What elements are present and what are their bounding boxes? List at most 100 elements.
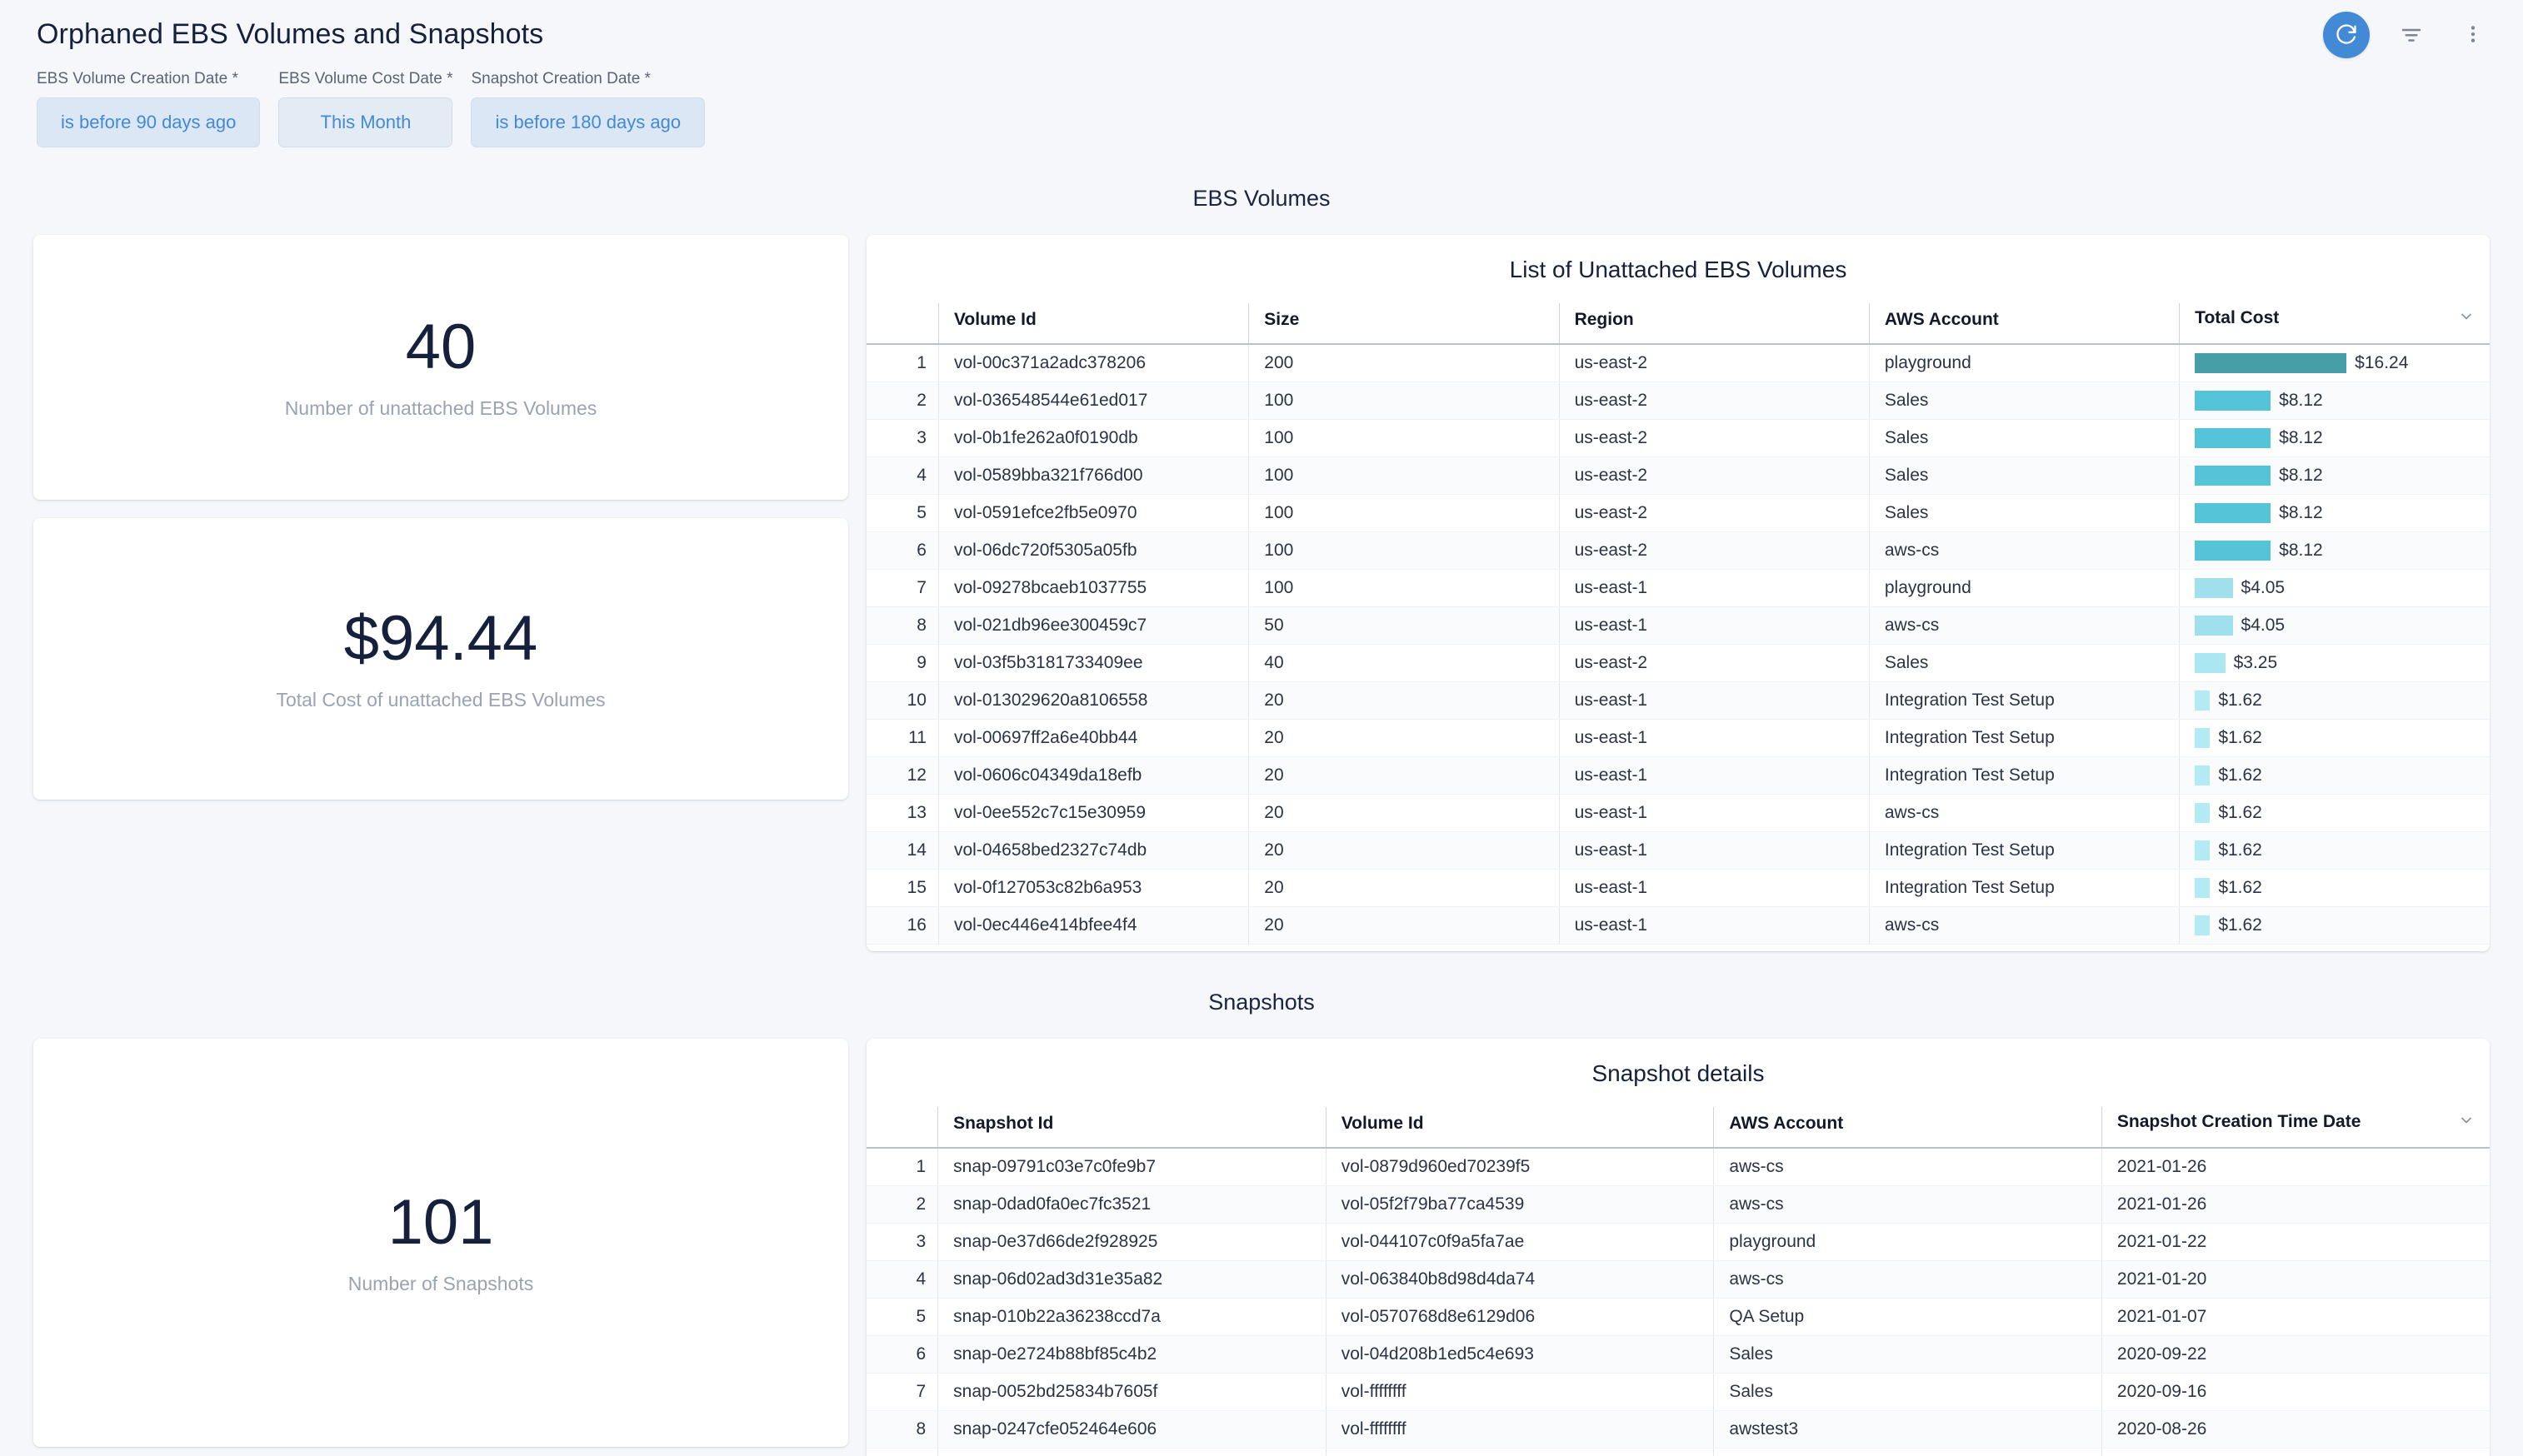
cell-volume-id: vol-0570768d8e6129d06 bbox=[1325, 1298, 1714, 1336]
cell-volume-id: vol-063840b8d98d4da74 bbox=[1325, 1260, 1714, 1299]
table-row[interactable]: 4 vol-0589bba321f766d00 100 us-east-2 Sales $… bbox=[867, 456, 2490, 495]
column-header-volume-id[interactable]: Volume Id bbox=[1325, 1107, 1714, 1149]
table-row[interactable]: 4 snap-06d02ad3d31e35a82 vol-063840b8d98d4… bbox=[867, 1260, 2490, 1299]
column-header-snapshot-creation-label: Snapshot Creation Time Date bbox=[2116, 1112, 2361, 1131]
table-row[interactable]: 6 snap-0e2724b88bf85c4b2 vol-04d208b1ed5c4… bbox=[867, 1335, 2490, 1374]
cell-total-cost: $1.62 bbox=[2179, 869, 2490, 907]
cost-bar bbox=[2195, 878, 2211, 898]
cost-label: $1.62 bbox=[2218, 915, 2262, 935]
table-row[interactable]: 6 vol-06dc720f5305a05fb 100 us-east-2 aws-cs… bbox=[867, 531, 2490, 570]
cell-volume-id: vol-0589bba321f766d00 bbox=[937, 456, 1249, 495]
cell-region: us-east-1 bbox=[1558, 831, 1870, 870]
cell-size: 20 bbox=[1248, 756, 1560, 795]
table-row[interactable]: 9 vol-03f5b3181733409ee 40 us-east-2 Sales $3… bbox=[867, 644, 2490, 682]
cell-volume-id: vol-0606c04349da18efb bbox=[937, 756, 1249, 795]
cell-index: 14 bbox=[867, 831, 939, 870]
table-title: List of Unattached EBS Volumes bbox=[1509, 257, 1847, 282]
cell-index: 4 bbox=[867, 1260, 938, 1299]
unattached-volumes-card: List of Unattached EBS Volumes Volume bbox=[867, 235, 2490, 951]
column-header-snapshot-id[interactable]: Snapshot Id bbox=[937, 1107, 1326, 1149]
kpi-card-snapshot-count: 101 Number of Snapshots bbox=[33, 1039, 848, 1447]
cell-snapshot-id: snap-0dad0fa0ec7fc3521 bbox=[937, 1185, 1326, 1224]
section-heading-ebs-volumes: EBS Volumes bbox=[1192, 186, 1331, 211]
more-options-button[interactable] bbox=[2453, 15, 2493, 55]
column-header-region[interactable]: Region bbox=[1558, 303, 1870, 345]
table-row[interactable]: 15 vol-0f127053c82b6a953 20 us-east-1 Integr… bbox=[867, 869, 2490, 907]
cell-aws-account: Integration Test Setup bbox=[1868, 831, 2180, 870]
table-row[interactable]: 3 vol-0b1fe262a0f0190db 100 us-east-2 Sales $… bbox=[867, 419, 2490, 457]
column-header-index[interactable] bbox=[867, 1107, 938, 1149]
snapshot-details-card: Snapshot details Snapshot Id Volume I bbox=[867, 1039, 2490, 1456]
cell-snapshot-creation-date: 2021-01-26 bbox=[2101, 1185, 2490, 1224]
table-row[interactable]: 14 vol-04658bed2327c74db 20 us-east-1 Integr… bbox=[867, 831, 2490, 870]
cell-volume-id: vol-06dc720f5305a05fb bbox=[937, 531, 1249, 570]
table-row[interactable]: 2 snap-0dad0fa0ec7fc3521 vol-05f2f79ba77ca… bbox=[867, 1185, 2490, 1224]
cell-region: us-east-2 bbox=[1558, 456, 1870, 495]
table-row[interactable]: 10 vol-013029620a8106558 20 us-east-1 Integr… bbox=[867, 681, 2490, 720]
cell-aws-account: awstest3 bbox=[1713, 1410, 2102, 1449]
cell-snapshot-id: snap-0ecc32063dcb58286 bbox=[937, 1448, 1326, 1456]
cell-volume-id: vol-00697ff2a6e40bb44 bbox=[937, 719, 1249, 757]
table-row[interactable]: 5 vol-0591efce2fb5e0970 100 us-east-2 Sales $… bbox=[867, 494, 2490, 532]
table-row[interactable]: 11 vol-00697ff2a6e40bb44 20 us-east-1 Integr… bbox=[867, 719, 2490, 757]
refresh-button[interactable] bbox=[2323, 12, 2370, 58]
cost-label: $16.24 bbox=[2355, 353, 2409, 372]
cell-size: 20 bbox=[1248, 794, 1560, 832]
cell-index: 15 bbox=[867, 869, 939, 907]
filter-value-button[interactable]: This Month bbox=[278, 97, 453, 147]
column-header-aws-account[interactable]: AWS Account bbox=[1713, 1107, 2102, 1149]
column-header-size[interactable]: Size bbox=[1248, 303, 1560, 345]
cell-aws-account: aws-cs bbox=[1713, 1185, 2102, 1224]
table-row[interactable]: 1 snap-09791c03e7c0fe9b7 vol-0879d960ed702… bbox=[867, 1148, 2490, 1186]
cell-region: us-east-2 bbox=[1558, 644, 1870, 682]
column-header-index[interactable] bbox=[867, 303, 939, 345]
table-row[interactable]: 9snap-0ecc32063dcb58286vol-ffffffffawste… bbox=[867, 1448, 2490, 1456]
table-row[interactable]: 8 snap-0247cfe052464e606 vol-ffffffff awste… bbox=[867, 1410, 2490, 1449]
dashboard-header: Orphaned EBS Volumes and Snapshots bbox=[0, 0, 2523, 65]
filter-value-button[interactable]: is before 180 days ago bbox=[471, 97, 706, 147]
cell-index: 7 bbox=[867, 569, 939, 607]
cell-index: 10 bbox=[867, 681, 939, 720]
kpi-value: $94.44 bbox=[343, 602, 538, 674]
chevron-down-icon[interactable] bbox=[2458, 1112, 2475, 1134]
cell-region: us-east-1 bbox=[1558, 906, 1870, 945]
cost-bar bbox=[2195, 391, 2271, 411]
table-row[interactable]: 7 vol-09278bcaeb1037755 100 us-east-1 playgr… bbox=[867, 569, 2490, 607]
cost-label: $1.62 bbox=[2218, 803, 2262, 822]
cell-aws-account: Integration Test Setup bbox=[1868, 681, 2180, 720]
table-row[interactable]: 5 snap-010b22a36238ccd7a vol-0570768d8e612… bbox=[867, 1298, 2490, 1336]
table-row[interactable]: 2 vol-036548544e61ed017 100 us-east-2 Sales $… bbox=[867, 381, 2490, 420]
cell-total-cost: $1.62 bbox=[2179, 719, 2490, 757]
table-row[interactable]: 12 vol-0606c04349da18efb 20 us-east-1 Integr… bbox=[867, 756, 2490, 795]
table-row[interactable]: 16 vol-0ec446e414bfee4f4 20 us-east-1 aws-cs… bbox=[867, 906, 2490, 945]
chevron-down-icon[interactable] bbox=[2458, 308, 2475, 330]
cell-aws-account: aws-cs bbox=[1868, 531, 2180, 570]
cell-total-cost: $1.62 bbox=[2179, 794, 2490, 832]
cost-label: $8.12 bbox=[2279, 466, 2323, 485]
filter-ebs-volume-creation-date: EBS Volume Creation Date * is before 90 … bbox=[37, 70, 261, 147]
cell-size: 40 bbox=[1248, 644, 1560, 682]
column-header-snapshot-creation-time-date[interactable]: Snapshot Creation Time Date bbox=[2101, 1107, 2490, 1149]
cell-snapshot-creation-date: 2021-01-07 bbox=[2101, 1298, 2490, 1336]
column-header-total-cost[interactable]: Total Cost bbox=[2179, 303, 2490, 345]
cell-volume-id: vol-04658bed2327c74db bbox=[937, 831, 1249, 870]
cell-aws-account: awstest3 bbox=[1713, 1448, 2102, 1456]
cost-label: $8.12 bbox=[2279, 541, 2323, 560]
cell-index: 5 bbox=[867, 1298, 938, 1336]
column-header-aws-account[interactable]: AWS Account bbox=[1868, 303, 2180, 345]
cell-aws-account: Sales bbox=[1868, 381, 2180, 420]
cell-volume-id: vol-04d208b1ed5c4e693 bbox=[1325, 1335, 1714, 1374]
filter-button[interactable] bbox=[2391, 15, 2431, 55]
column-header-volume-id[interactable]: Volume Id bbox=[937, 303, 1249, 345]
cell-total-cost: $1.62 bbox=[2179, 756, 2490, 795]
filter-value-button[interactable]: is before 90 days ago bbox=[37, 97, 261, 147]
cell-snapshot-id: snap-0052bd25834b7605f bbox=[937, 1373, 1326, 1411]
cost-label: $1.62 bbox=[2218, 691, 2262, 710]
table-row[interactable]: 1 vol-00c371a2adc378206 200 us-east-2 playgr… bbox=[867, 344, 2490, 382]
cell-snapshot-creation-date: 2021-01-20 bbox=[2101, 1260, 2490, 1299]
cell-snapshot-id: snap-0247cfe052464e606 bbox=[937, 1410, 1326, 1449]
table-row[interactable]: 13 vol-0ee552c7c15e30959 20 us-east-1 aws-cs… bbox=[867, 794, 2490, 832]
table-row[interactable]: 7 snap-0052bd25834b7605f vol-ffffffff Sales… bbox=[867, 1373, 2490, 1411]
table-row[interactable]: 8 vol-021db96ee300459c7 50 us-east-1 aws-cs $… bbox=[867, 606, 2490, 645]
table-row[interactable]: 3 snap-0e37d66de2f928925 vol-044107c0f9a5f… bbox=[867, 1223, 2490, 1261]
